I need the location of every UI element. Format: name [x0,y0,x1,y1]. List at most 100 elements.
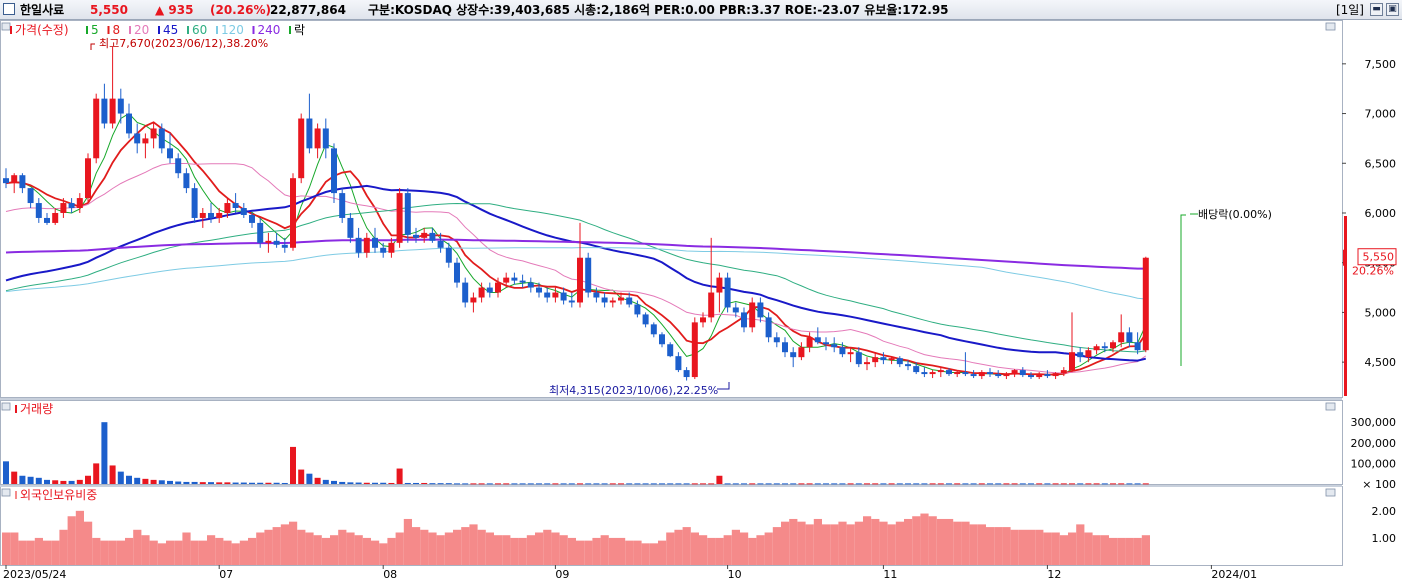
price-tick-label: 5,000 [1365,306,1397,319]
ma60-line [5,202,1146,353]
panel-collapse-icon[interactable] [1325,488,1336,497]
volume-bar [396,468,403,484]
candle-body [372,237,378,248]
ma-legend-label: 5 [91,23,99,37]
volume-bar [790,483,797,485]
ma-legend-marker [216,26,218,34]
volume-bar [806,483,813,485]
foreign-tick-label: 2.00 [1372,505,1397,518]
volume-bar [798,483,805,485]
foreign-bar [559,535,568,565]
foreign-bar [444,532,453,565]
candle-body [421,232,428,238]
volume-bar [1011,483,1018,485]
candle-body [462,282,469,303]
date-label: 07 [219,568,233,581]
volume-bar [954,483,961,485]
candle-body [208,212,214,218]
volume-bar [642,483,649,485]
candle-body [68,203,75,209]
candle-body [503,277,510,283]
volume-bar [117,471,124,484]
ma-legend-label: 20 [134,23,149,37]
foreign-bar [904,518,913,565]
panel-collapse-icon[interactable] [1325,22,1336,31]
panel-collapse-icon[interactable] [1325,402,1336,411]
volume-bar [437,483,444,485]
foreign-bar [731,529,740,565]
volume-bar [240,482,247,484]
volume-bar [60,480,67,484]
volume-bar [1118,483,1125,485]
candle-body [117,98,124,114]
candle-body [601,297,608,303]
volume-bar [814,483,821,485]
candle-body [773,337,780,343]
volume-bar [11,471,18,484]
candle-body [27,188,34,204]
ma8-line [5,121,1147,376]
candle-body [134,133,141,144]
candle-body [618,297,624,301]
candle-body [782,342,788,353]
foreign-bar [2,532,11,565]
candle-body [142,138,149,144]
last-price-box [1357,248,1397,266]
maximize-icon[interactable]: ▣ [1386,3,1399,16]
foreign-bar [436,535,445,565]
ma20-line [5,163,1147,374]
foreign-bar [371,540,380,565]
volume-bar [76,479,83,484]
candle-body [232,203,239,209]
candle-body [158,128,165,149]
candle-body [52,212,59,223]
candle-body [798,347,805,358]
candle-body [19,175,26,189]
candle-body [814,337,821,343]
panel-settings-icon[interactable] [1,402,11,411]
volume-bar [601,483,608,485]
panel-settings-icon[interactable] [1,488,11,497]
minimize-icon[interactable]: ▬ [1370,3,1383,16]
volume-bar [831,483,838,485]
foreign-bar [75,510,84,565]
volume-bar [314,477,321,484]
price-tick-label: 6,000 [1365,207,1397,220]
ex-right-marker [289,26,291,34]
volume-bar [404,482,411,484]
price-legend-marker [10,26,12,34]
foreign-bar [936,518,945,565]
period-selector[interactable]: [1일] [1335,3,1364,17]
volume-bar [191,481,198,484]
foreign-bar [1141,535,1150,565]
foreign-bar [1084,532,1093,565]
candle-body [314,128,321,149]
candle-body [1069,352,1075,371]
foreign-bar [805,524,814,565]
volume-bar [839,483,846,485]
candle-body [355,237,362,253]
foreign-bar [330,535,339,565]
candle-body [109,98,116,124]
candle-body [757,302,764,318]
candle-body [872,357,879,363]
foreign-bar [887,524,896,565]
volume-bar [536,483,542,485]
foreign-panel-title: 외국인보유비중 [20,488,97,502]
volume-bar [650,483,657,485]
candle-body [511,277,518,281]
foreign-bar [854,521,863,565]
volume-bar [503,483,510,485]
foreign-bar [248,537,257,565]
foreign-bar [1076,524,1085,565]
candle-body [470,297,477,303]
candle-body [478,287,485,298]
volume-bar [782,483,788,485]
foreign-bar [157,543,166,565]
panel-settings-icon[interactable] [1,22,11,31]
select-checkbox[interactable] [3,3,15,15]
volume-bar [929,483,936,485]
foreign-bar [518,537,527,565]
